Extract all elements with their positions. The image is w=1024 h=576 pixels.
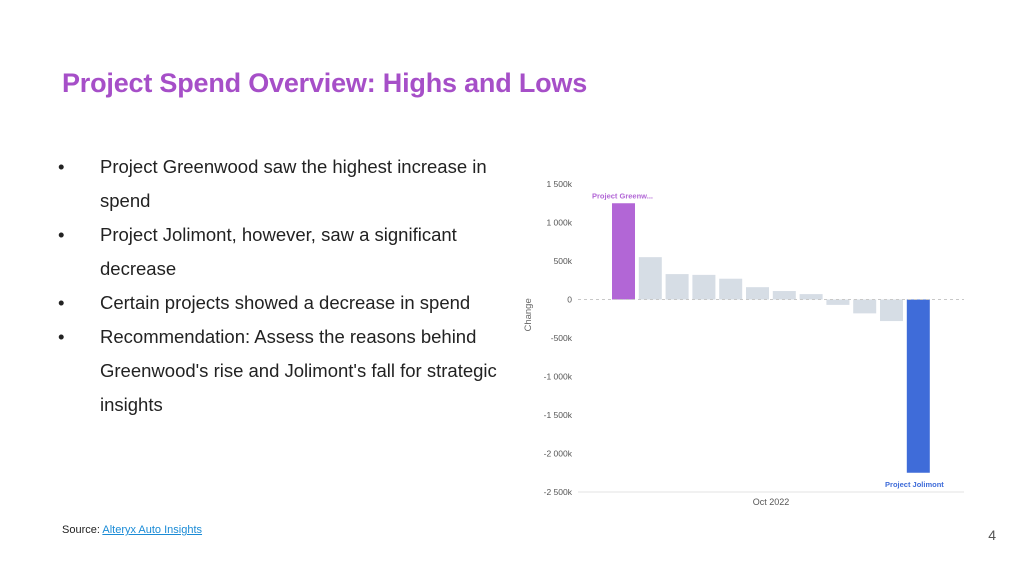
y-tick-label: -1 000k [544,372,573,382]
bar-label: Project Greenw... [592,191,653,200]
bullet-text: Project Greenwood saw the highest increa… [100,156,487,211]
page-number: 4 [988,527,996,543]
slide-title: Project Spend Overview: Highs and Lows [62,68,588,98]
bullet-dot: • [58,156,65,177]
y-tick-label: 1 500k [546,179,572,189]
bullet-text: Certain projects showed a decrease in sp… [100,292,471,313]
bullet-item: • Recommendation: Assess the reasons beh… [58,320,508,422]
x-axis-label: Oct 2022 [753,497,790,507]
bullet-dot: • [58,292,65,313]
bullet-item: • Project Jolimont, however, saw a signi… [58,218,508,286]
y-tick-label: -2 000k [544,449,573,459]
bar [692,274,716,300]
bullet-text: Recommendation: Assess the reasons behin… [100,326,497,415]
y-tick-label: 1 000k [546,218,572,228]
bar [880,299,903,322]
y-tick-label: 500k [554,256,573,266]
bar [638,257,662,300]
y-tick-label: 0 [567,295,572,305]
bar [772,291,796,300]
bullet-dot: • [58,224,65,245]
bar [665,274,689,300]
chart-svg: 1 500k 1 000k 500k 0 -500k -1 000k -1 500k -2 0… [523,179,964,507]
bar [906,299,930,473]
source-label: Source: [62,524,103,536]
y-axis-title: Change [523,298,534,331]
bar [746,287,769,300]
y-tick-label: -1 500k [544,410,573,420]
y-tick-label: -2 500k [544,487,573,497]
source-line: Source: Alteryx Auto Insights [62,524,202,536]
bar [799,294,823,300]
spend-change-chart: 1 500k 1 000k 500k 0 -500k -1 000k -1 500k -2 0… [512,170,972,515]
bullet-item: • Project Greenwood saw the highest incr… [58,150,508,218]
bar [853,299,877,314]
y-tick-label: -500k [551,333,573,343]
bar-label: Project Jolimont [885,480,944,489]
bar [612,203,635,300]
bullet-item: • Certain projects showed a decrease in … [58,286,508,320]
bullet-text: Project Jolimont, however, saw a signifi… [100,224,457,279]
bar [719,278,743,300]
bullet-list: • Project Greenwood saw the highest incr… [58,150,508,422]
source-link[interactable]: Alteryx Auto Insights [102,524,203,536]
bar [826,299,850,305]
bullet-dot: • [58,326,65,347]
